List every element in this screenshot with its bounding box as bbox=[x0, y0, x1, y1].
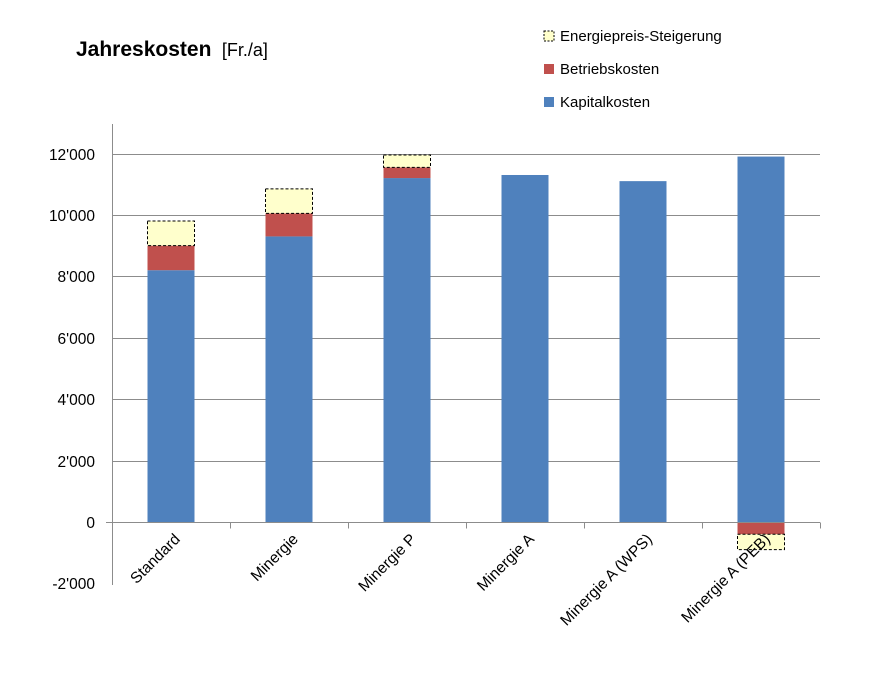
bar-betriebskosten bbox=[383, 167, 431, 179]
x-axis-category-labels: Standard Minergie Minergie P Minergie A Mine… bbox=[127, 530, 774, 629]
y-tick-label: 4'000 bbox=[58, 392, 96, 409]
y-tick-label: 10'000 bbox=[49, 208, 95, 225]
x-category-label: Minergie A (PEB) bbox=[678, 531, 773, 626]
x-category-label: Minergie bbox=[248, 531, 302, 585]
bar-energiepreis-steigerung bbox=[265, 188, 313, 214]
y-tick-label: 8'000 bbox=[58, 269, 96, 286]
legend-swatch bbox=[544, 64, 554, 74]
bar-betriebskosten bbox=[737, 522, 785, 535]
bar-kapitalkosten bbox=[147, 270, 195, 522]
x-category-label: Minergie A (WPS) bbox=[557, 531, 656, 630]
y-tick-label: 2'000 bbox=[58, 454, 96, 471]
y-tick-label: 6'000 bbox=[58, 331, 96, 348]
chart-title-main: Jahreskosten bbox=[76, 38, 211, 61]
bar-energiepreis-steigerung bbox=[147, 220, 195, 247]
x-category-label: Standard bbox=[127, 531, 184, 588]
x-category-label: Minergie A bbox=[474, 530, 538, 594]
bar-betriebskosten bbox=[265, 213, 313, 237]
bar-kapitalkosten bbox=[501, 174, 549, 522]
bar-kapitalkosten bbox=[619, 181, 667, 522]
bar-kapitalkosten bbox=[265, 236, 313, 522]
y-tick-label: 12'000 bbox=[49, 147, 95, 164]
bar-kapitalkosten bbox=[737, 156, 785, 522]
x-category-label: Minergie P bbox=[355, 531, 419, 595]
bar-energiepreis-steigerung bbox=[737, 533, 785, 551]
chart-title: Jahreskosten [Fr./a] bbox=[76, 38, 268, 61]
legend-swatch bbox=[544, 97, 554, 107]
bar-energiepreis-steigerung bbox=[383, 154, 431, 168]
chart-title-unit: [Fr./a] bbox=[222, 40, 268, 60]
bars bbox=[147, 154, 785, 551]
y-tick-label: 0 bbox=[86, 515, 95, 532]
gridlines bbox=[112, 154, 820, 462]
legend: Energiepreis-Steigerung Betriebskosten Kap… bbox=[543, 28, 722, 111]
legend-label: Kapitalkosten bbox=[560, 94, 650, 111]
legend-label: Betriebskosten bbox=[560, 61, 659, 78]
axes bbox=[106, 124, 821, 585]
bar-kapitalkosten bbox=[383, 178, 431, 523]
y-axis-tick-labels: -2'000 0 2'000 4'000 6'000 8'000 10'000 12'000 bbox=[49, 147, 95, 593]
legend-swatch bbox=[543, 30, 555, 42]
legend-label: Energiepreis-Steigerung bbox=[560, 28, 722, 45]
bar-betriebskosten bbox=[147, 245, 195, 271]
y-tick-label: -2'000 bbox=[52, 576, 95, 593]
